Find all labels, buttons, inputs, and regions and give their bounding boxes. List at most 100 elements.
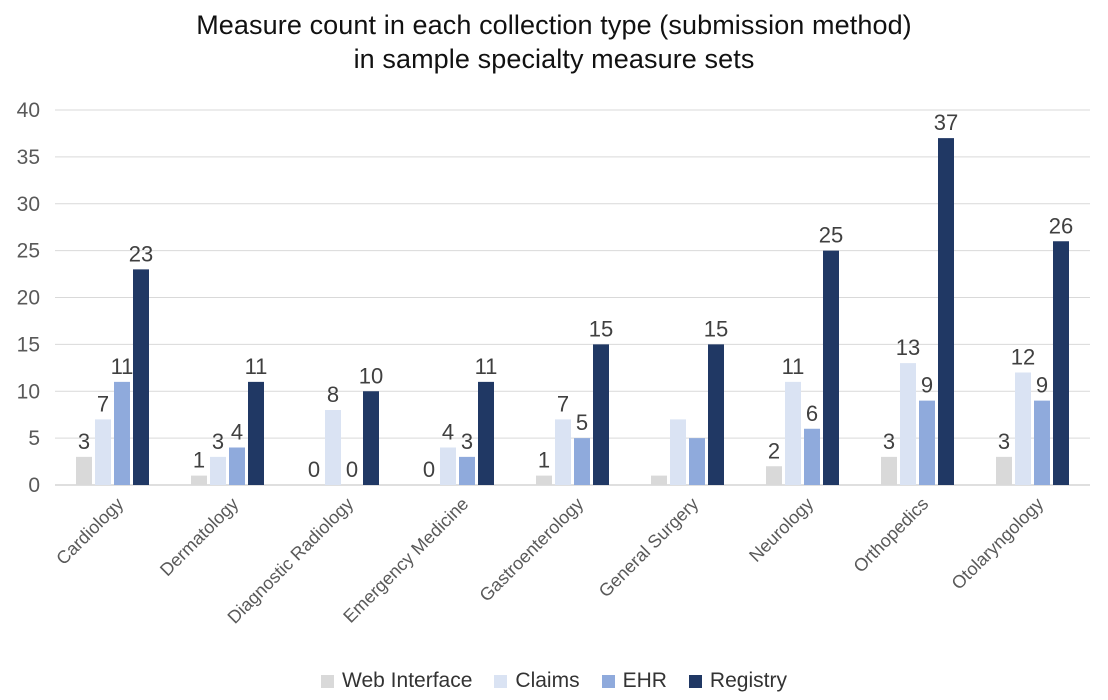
legend-swatch bbox=[688, 674, 702, 688]
legend-item: EHR bbox=[601, 669, 667, 693]
x-tick-label: Otolaryngology bbox=[948, 494, 1048, 594]
bar bbox=[440, 447, 456, 485]
bar bbox=[133, 269, 149, 485]
data-label: 4 bbox=[442, 420, 454, 445]
bar bbox=[881, 456, 897, 485]
y-tick-label: 35 bbox=[17, 146, 40, 169]
bar bbox=[363, 391, 379, 485]
legend-label: Claims bbox=[515, 669, 580, 692]
data-label: 1 bbox=[538, 448, 550, 473]
data-label: 1 bbox=[193, 448, 205, 473]
chart-title-line-2: in sample specialty measure sets bbox=[353, 44, 755, 74]
bar bbox=[574, 438, 590, 485]
data-label: 3 bbox=[461, 429, 473, 454]
x-tick-label: Orthopedics bbox=[850, 494, 933, 577]
gridlines bbox=[55, 109, 1090, 486]
data-label: 13 bbox=[896, 335, 920, 360]
bar bbox=[1053, 241, 1069, 485]
data-label: 37 bbox=[934, 110, 958, 135]
data-label: 9 bbox=[1036, 373, 1048, 398]
data-label: 3 bbox=[998, 429, 1010, 454]
legend-label: EHR bbox=[622, 669, 667, 692]
data-label: 12 bbox=[1011, 345, 1035, 370]
data-label: 0 bbox=[423, 457, 435, 482]
bar bbox=[95, 419, 111, 485]
data-label: 11 bbox=[245, 354, 268, 379]
data-label: 6 bbox=[806, 401, 818, 426]
data-label: 10 bbox=[359, 363, 383, 388]
legend-item: Web Interface bbox=[321, 669, 472, 693]
data-label: 8 bbox=[327, 382, 339, 407]
legend-item: Claims bbox=[494, 669, 580, 693]
bar bbox=[651, 475, 667, 485]
data-label: 5 bbox=[576, 410, 588, 435]
data-label: 11 bbox=[782, 354, 805, 379]
bar bbox=[708, 344, 724, 485]
bar bbox=[996, 456, 1012, 485]
x-tick-label: Diagnostic Radiology bbox=[224, 494, 358, 628]
chart-legend: Web Interface Claims EHR Registry bbox=[0, 669, 1108, 693]
data-label: 0 bbox=[308, 457, 320, 482]
legend-item: Registry bbox=[688, 669, 787, 693]
legend-swatch bbox=[494, 674, 508, 688]
bar bbox=[670, 419, 686, 485]
x-tick-label: Gastroenterology bbox=[476, 494, 588, 606]
data-label: 23 bbox=[129, 241, 153, 266]
bar bbox=[325, 410, 341, 485]
legend-label: Registry bbox=[709, 669, 787, 692]
bar bbox=[804, 428, 820, 485]
y-tick-label: 15 bbox=[17, 333, 40, 356]
bar bbox=[785, 381, 801, 485]
bar bbox=[1034, 400, 1050, 485]
data-label: 2 bbox=[768, 438, 780, 463]
bar bbox=[919, 400, 935, 485]
bar bbox=[229, 447, 245, 485]
bar bbox=[536, 475, 552, 485]
x-tick-label: Dermatology bbox=[156, 494, 242, 580]
bar bbox=[459, 456, 475, 485]
y-tick-label: 30 bbox=[17, 193, 40, 216]
y-tick-label: 25 bbox=[17, 240, 40, 263]
bar bbox=[478, 381, 494, 485]
y-axis-ticks: 0 5 10 15 20 25 30 35 40 bbox=[17, 99, 40, 497]
bar bbox=[593, 344, 609, 485]
y-tick-label: 0 bbox=[28, 474, 40, 497]
data-label: 11 bbox=[475, 354, 498, 379]
bars bbox=[76, 138, 1069, 485]
data-label: 7 bbox=[557, 391, 569, 416]
data-label: 25 bbox=[819, 223, 843, 248]
data-label: 4 bbox=[231, 420, 243, 445]
legend-swatch bbox=[601, 674, 615, 688]
bar bbox=[900, 363, 916, 485]
bar bbox=[689, 438, 705, 485]
y-tick-label: 10 bbox=[17, 380, 40, 403]
chart-title-line-1: Measure count in each collection type (s… bbox=[196, 10, 912, 40]
bar bbox=[555, 419, 571, 485]
bar bbox=[210, 456, 226, 485]
data-label: 7 bbox=[97, 391, 109, 416]
x-tick-label: General Surgery bbox=[595, 494, 703, 602]
y-tick-label: 5 bbox=[28, 427, 40, 450]
data-label: 15 bbox=[589, 316, 613, 341]
data-label: 3 bbox=[883, 429, 895, 454]
data-label: 26 bbox=[1049, 213, 1073, 238]
x-tick-label: Emergency Medicine bbox=[339, 494, 472, 627]
data-label: 11 bbox=[111, 354, 134, 379]
data-label: 15 bbox=[704, 316, 728, 341]
x-tick-label: Cardiology bbox=[52, 494, 127, 569]
bar bbox=[938, 138, 954, 485]
y-tick-label: 20 bbox=[17, 287, 40, 310]
y-tick-label: 40 bbox=[17, 99, 40, 122]
legend-swatch bbox=[321, 674, 335, 688]
bar bbox=[823, 250, 839, 485]
bar bbox=[114, 381, 130, 485]
bar bbox=[1015, 372, 1031, 485]
bar bbox=[248, 381, 264, 485]
data-label: 3 bbox=[78, 429, 90, 454]
bar bbox=[76, 456, 92, 485]
bar bbox=[191, 475, 207, 485]
data-label: 3 bbox=[212, 429, 224, 454]
